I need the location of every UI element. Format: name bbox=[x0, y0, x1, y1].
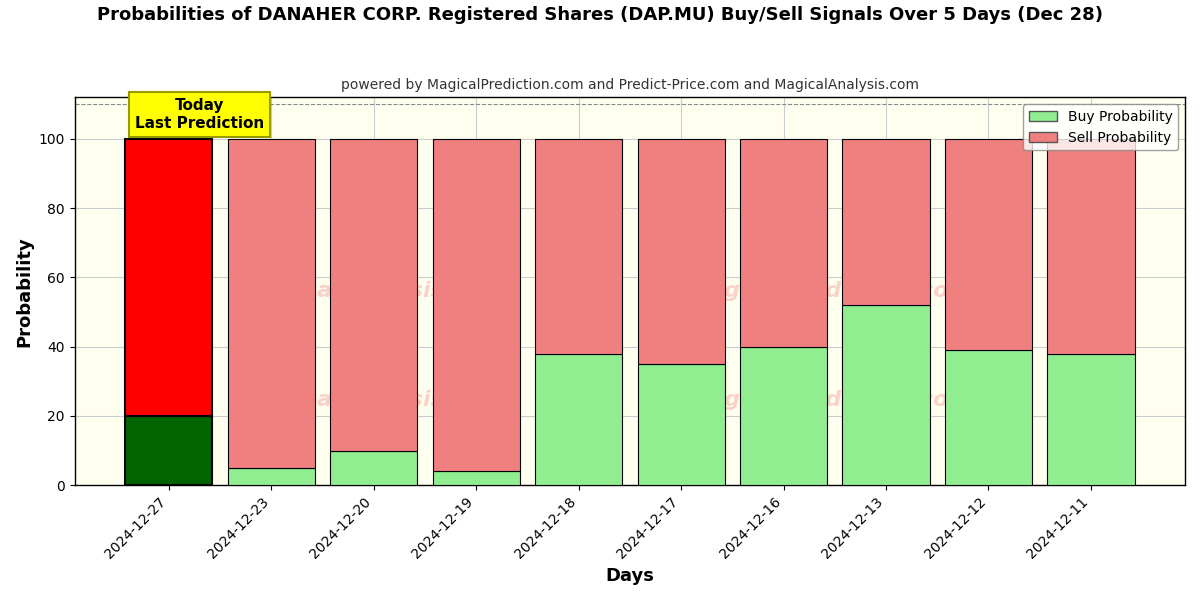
Bar bbox=[228, 139, 314, 468]
Title: powered by MagicalPrediction.com and Predict-Price.com and MagicalAnalysis.com: powered by MagicalPrediction.com and Pre… bbox=[341, 78, 919, 92]
Bar bbox=[637, 364, 725, 485]
Bar bbox=[842, 305, 930, 485]
Bar bbox=[330, 139, 418, 451]
Y-axis label: Probability: Probability bbox=[16, 236, 34, 347]
Bar bbox=[330, 451, 418, 485]
Bar bbox=[740, 139, 827, 347]
Bar bbox=[535, 139, 622, 353]
Bar bbox=[125, 416, 212, 485]
Text: MagicalPrediction.com: MagicalPrediction.com bbox=[688, 390, 972, 410]
Text: MagicalAnalysis.com: MagicalAnalysis.com bbox=[244, 281, 505, 301]
X-axis label: Days: Days bbox=[605, 567, 654, 585]
Text: MagicalPrediction.com: MagicalPrediction.com bbox=[688, 281, 972, 301]
Text: MagicalAnalysis.com: MagicalAnalysis.com bbox=[244, 390, 505, 410]
Legend: Buy Probability, Sell Probability: Buy Probability, Sell Probability bbox=[1024, 104, 1178, 151]
Bar bbox=[842, 139, 930, 305]
Bar bbox=[228, 468, 314, 485]
Bar bbox=[125, 139, 212, 416]
Bar bbox=[1048, 353, 1134, 485]
Bar bbox=[1048, 139, 1134, 353]
Bar bbox=[432, 139, 520, 472]
Text: Today
Last Prediction: Today Last Prediction bbox=[134, 98, 264, 131]
Bar bbox=[535, 353, 622, 485]
Bar bbox=[944, 139, 1032, 350]
Bar bbox=[432, 472, 520, 485]
Bar bbox=[740, 347, 827, 485]
Text: Probabilities of DANAHER CORP. Registered Shares (DAP.MU) Buy/Sell Signals Over : Probabilities of DANAHER CORP. Registere… bbox=[97, 6, 1103, 24]
Bar bbox=[944, 350, 1032, 485]
Bar bbox=[637, 139, 725, 364]
